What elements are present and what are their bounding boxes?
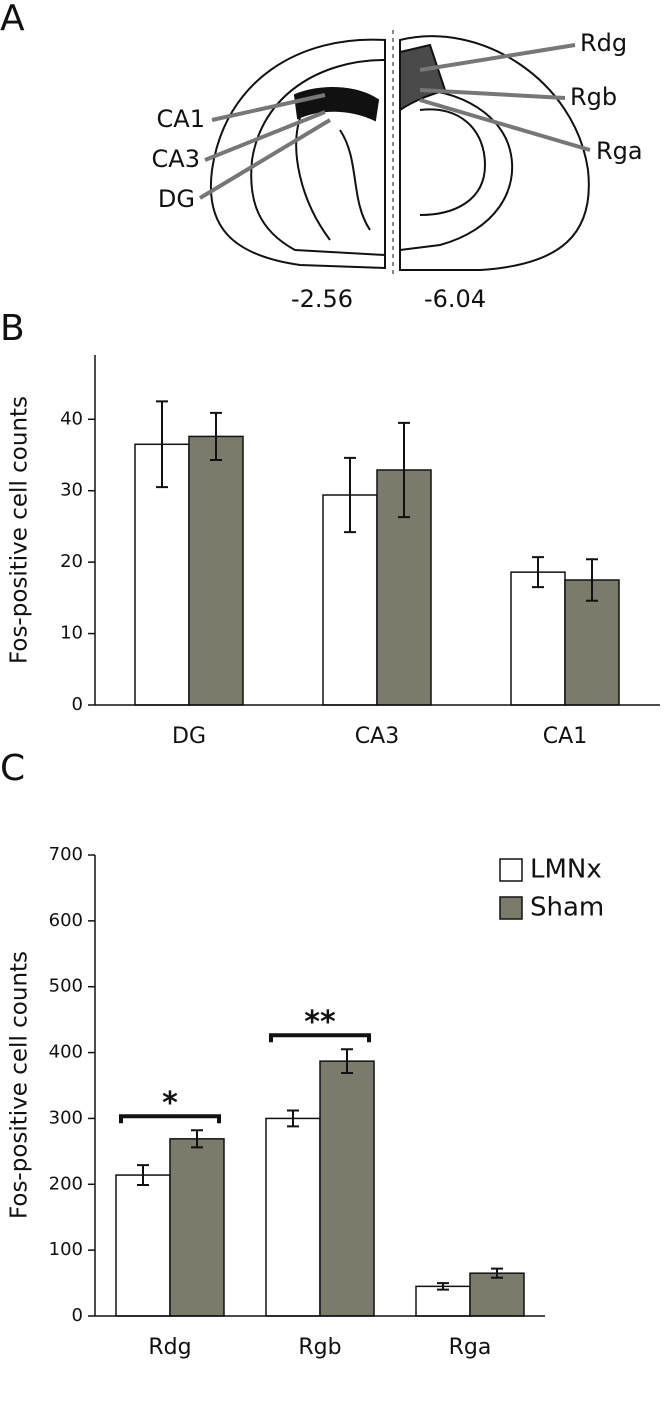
- error-bar: [491, 1267, 503, 1279]
- y-tick-label: 40: [60, 408, 83, 429]
- y-tick-label: 100: [49, 1239, 83, 1260]
- left-hemisphere: [209, 38, 386, 270]
- legend-swatch: [499, 896, 523, 920]
- region-label: DG: [158, 185, 195, 213]
- right-detail: [419, 108, 487, 216]
- region-label: CA1: [157, 105, 205, 133]
- right-inner: [399, 88, 514, 251]
- y-tick-label: 400: [49, 1042, 83, 1063]
- y-tick-label: 0: [72, 1305, 83, 1326]
- error-bar: [586, 558, 598, 602]
- x-tick-label: Rga: [449, 1335, 492, 1360]
- error-bar: [210, 411, 222, 461]
- left-inner: [250, 59, 386, 256]
- panel-a: [209, 30, 590, 275]
- significance-label: **: [304, 1005, 336, 1040]
- bar: [188, 435, 244, 706]
- y-tick-label: 500: [49, 976, 83, 997]
- panel-letter: B: [0, 308, 25, 349]
- y-tick-label: 300: [49, 1107, 83, 1128]
- bar: [319, 1060, 375, 1317]
- error-bar: [191, 1129, 203, 1149]
- right-hemisphere: [399, 35, 590, 271]
- y-tick-label: 10: [60, 623, 83, 644]
- x-tick-label: Rgb: [298, 1335, 341, 1360]
- y-tick-label: 0: [72, 694, 83, 715]
- legend-label: Sham: [530, 893, 604, 923]
- plot: [115, 1048, 525, 1317]
- significance-bracket: [119, 1114, 221, 1124]
- x-tick-label: CA3: [355, 724, 399, 749]
- significance-bracket: [269, 1033, 371, 1043]
- region-label: Rgb: [570, 83, 617, 111]
- region-label: Rga: [596, 137, 643, 165]
- y-tick-label: 700: [49, 844, 83, 865]
- x-tick-label: CA1: [543, 724, 587, 749]
- y-axis-title: Fos-positive cell counts: [7, 396, 33, 664]
- legend-label: LMNx: [530, 855, 602, 885]
- x-tick-label: DG: [172, 724, 206, 749]
- error-bar: [137, 1164, 149, 1186]
- y-tick-label: 30: [60, 480, 83, 501]
- panel-letter: A: [0, 0, 25, 39]
- error-bar: [341, 1048, 353, 1074]
- bar: [169, 1138, 225, 1317]
- bar: [510, 571, 566, 706]
- error-bar: [344, 456, 356, 534]
- error-bar: [287, 1109, 299, 1128]
- y-tick-label: 600: [49, 910, 83, 931]
- error-bar: [398, 421, 410, 519]
- plot: [134, 400, 620, 706]
- region-label: Rdg: [580, 29, 627, 57]
- bregma-label: -2.56: [291, 285, 353, 313]
- error-bar: [532, 556, 544, 589]
- panel-letter: C: [0, 748, 25, 789]
- significance-label: *: [162, 1086, 178, 1121]
- hippocampus: [293, 87, 380, 122]
- region-label: CA3: [152, 145, 200, 173]
- bregma-label: -6.04: [424, 285, 486, 313]
- y-axis-title: Fos-positive cell counts: [7, 951, 33, 1219]
- left-detail: [295, 117, 371, 241]
- y-tick-label: 20: [60, 551, 83, 572]
- error-bar: [156, 400, 168, 489]
- bar: [469, 1272, 525, 1317]
- bar: [115, 1174, 171, 1317]
- legend-swatch: [499, 858, 523, 882]
- bar: [415, 1285, 471, 1317]
- x-tick-label: Rdg: [148, 1335, 191, 1360]
- bar: [265, 1117, 321, 1317]
- error-bar: [437, 1282, 449, 1291]
- pointer-lines: [198, 43, 591, 200]
- y-tick-label: 200: [49, 1173, 83, 1194]
